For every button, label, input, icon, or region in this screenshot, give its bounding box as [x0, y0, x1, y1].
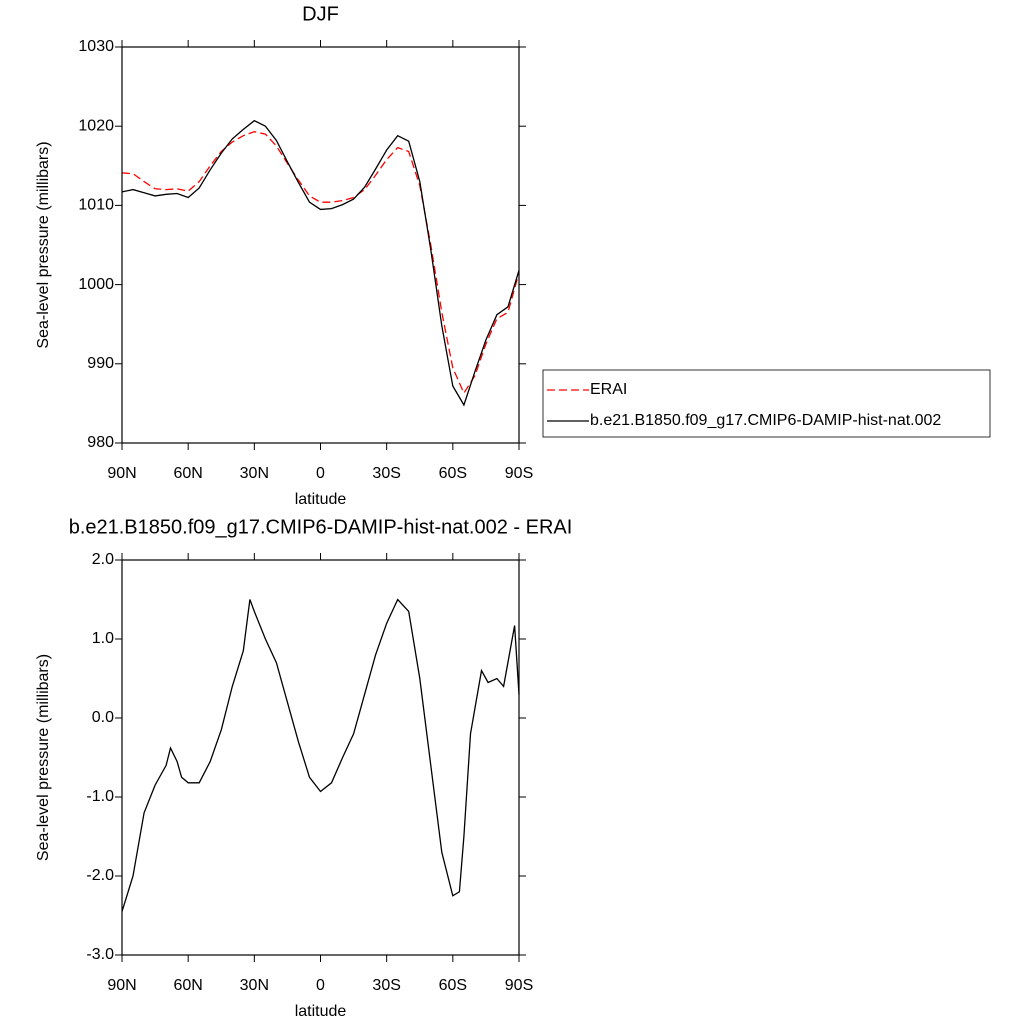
x-tick-label: 90N — [107, 465, 136, 482]
y-tick-label: 1.0 — [92, 630, 114, 647]
y-tick-label: 1020 — [78, 117, 114, 134]
data-line — [121, 119, 520, 407]
x-tick-label: 0 — [316, 977, 325, 994]
plot-frame — [121, 46, 520, 444]
x-tick-label: 60N — [173, 465, 202, 482]
x-tick-label: 60S — [439, 977, 467, 994]
chart-title: DJF — [302, 3, 339, 25]
legend-label: ERAI — [590, 381, 627, 398]
legend-label: b.e21.B1850.f09_g17.CMIP6-DAMIP-hist-nat… — [590, 412, 941, 429]
y-tick-label: -1.0 — [86, 788, 114, 805]
y-tick-label: 2.0 — [92, 551, 114, 568]
y-tick-label: 1010 — [78, 197, 114, 214]
plot-frame — [121, 559, 520, 956]
x-axis-label: latitude — [295, 1003, 347, 1020]
y-axis-label: Sea-level pressure (millibars) — [35, 141, 52, 348]
x-tick-label: 30N — [240, 977, 269, 994]
y-tick-label: -3.0 — [86, 946, 114, 963]
y-tick-label: 980 — [87, 434, 114, 451]
x-tick-label: 0 — [316, 465, 325, 482]
x-tick-label: 90S — [505, 465, 533, 482]
data-line — [121, 598, 520, 912]
y-tick-label: 1000 — [78, 276, 114, 293]
x-tick-label: 30N — [240, 465, 269, 482]
x-tick-label: 30S — [372, 465, 400, 482]
y-tick-label: 1030 — [78, 38, 114, 55]
y-tick-label: -2.0 — [86, 867, 114, 884]
x-tick-label: 90N — [107, 977, 136, 994]
x-tick-label: 30S — [372, 977, 400, 994]
y-tick-label: 990 — [87, 355, 114, 372]
x-tick-label: 90S — [505, 977, 533, 994]
legend-box — [542, 369, 991, 438]
data-line — [121, 131, 520, 395]
chart-title: b.e21.B1850.f09_g17.CMIP6-DAMIP-hist-nat… — [69, 516, 573, 538]
x-tick-label: 60S — [439, 465, 467, 482]
x-tick-label: 60N — [173, 977, 202, 994]
y-axis-label: Sea-level pressure (millibars) — [35, 654, 52, 861]
y-tick-label: 0.0 — [92, 709, 114, 726]
x-axis-label: latitude — [295, 491, 347, 508]
